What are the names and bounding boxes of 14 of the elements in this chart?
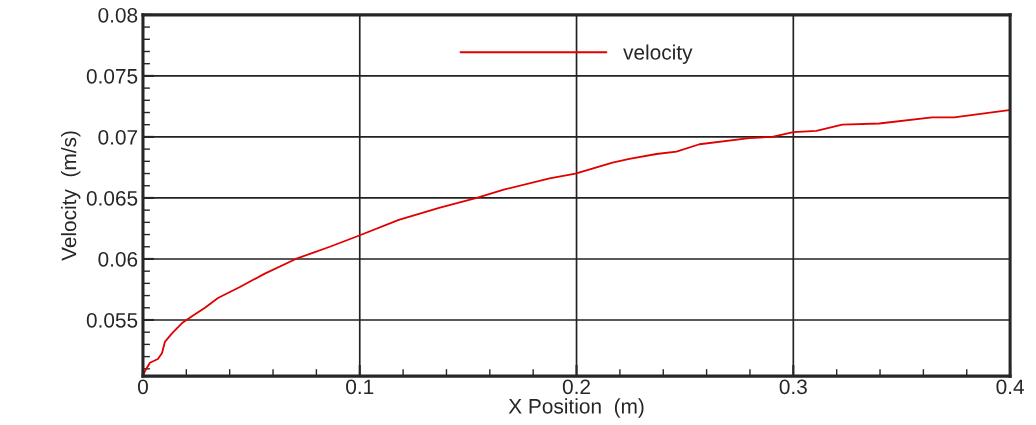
y-axis-title: Velocity (m/s) xyxy=(61,131,81,261)
y-tick-label: 0.06 xyxy=(98,251,138,267)
x-tick-label: 0.4 xyxy=(996,379,1024,395)
y-tick-label: 0.08 xyxy=(98,7,138,23)
x-tick-label: 0 xyxy=(137,379,148,395)
y-tick-label: 0.07 xyxy=(98,129,138,145)
y-tick-label: 0.075 xyxy=(86,68,138,84)
x-tick-label: 0.3 xyxy=(779,379,807,395)
x-tick-label: 0.1 xyxy=(346,379,374,395)
x-tick-label: 0.2 xyxy=(562,379,590,395)
y-tick-label: 0.055 xyxy=(86,312,138,328)
y-tick-label: 0.065 xyxy=(86,190,138,206)
text: velocity xyxy=(623,44,693,64)
x-axis-title: X Position (m) xyxy=(508,398,644,418)
